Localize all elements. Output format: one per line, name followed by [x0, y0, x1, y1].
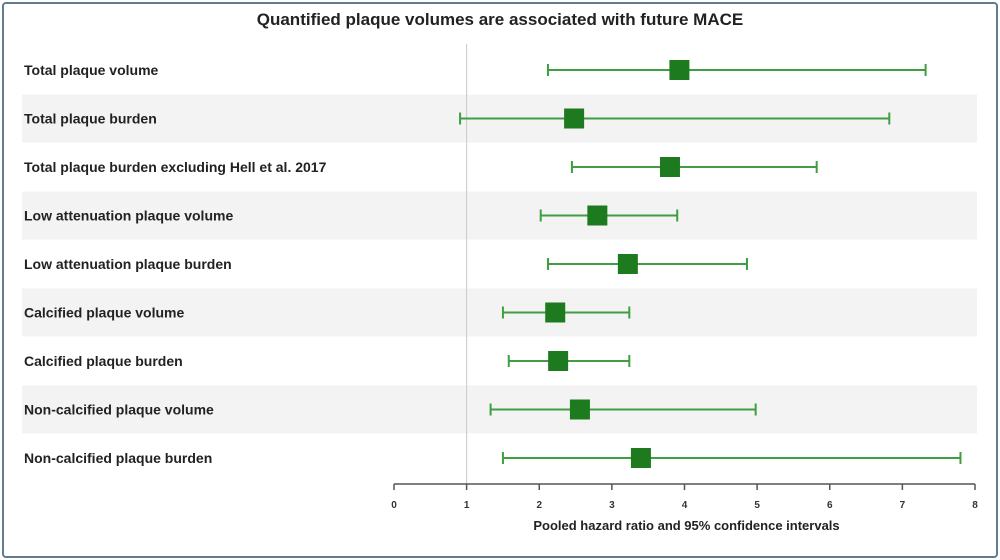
- row-label: Calcified plaque burden: [24, 353, 183, 369]
- row-stripe: [22, 288, 977, 337]
- row-label: Low attenuation plaque volume: [24, 208, 233, 224]
- row-stripe: [22, 191, 977, 240]
- row-label: Calcified plaque volume: [24, 305, 184, 321]
- chart-title: Quantified plaque volumes are associated…: [256, 10, 744, 29]
- hr-marker: [617, 254, 638, 274]
- hr-marker: [564, 108, 585, 129]
- hr-marker: [569, 399, 590, 420]
- hr-marker: [630, 448, 651, 468]
- x-tick-label: 1: [464, 500, 470, 511]
- x-tick-label: 4: [682, 500, 688, 511]
- row-label: Total plaque burden: [24, 111, 157, 127]
- hr-marker: [587, 205, 608, 226]
- x-tick-label: 0: [391, 500, 397, 511]
- row-label: Non-calcified plaque volume: [24, 402, 214, 418]
- row-label: Total plaque volume: [24, 62, 159, 78]
- row-label: Total plaque burden excluding Hell et al…: [24, 159, 327, 175]
- row-label: Non-calcified plaque burden: [24, 450, 212, 466]
- row-label: Low attenuation plaque burden: [24, 256, 232, 272]
- x-tick-label: 2: [536, 500, 542, 511]
- x-tick-label: 6: [827, 500, 833, 511]
- hr-marker: [669, 60, 690, 80]
- x-tick-label: 7: [900, 500, 906, 511]
- x-tick-label: 5: [754, 500, 760, 511]
- x-tick-label: 3: [609, 500, 615, 511]
- hr-marker: [659, 157, 680, 177]
- hr-marker: [548, 351, 569, 371]
- hr-marker: [545, 302, 566, 323]
- x-axis-title: Pooled hazard ratio and 95% confidence i…: [533, 518, 839, 533]
- x-tick-label: 8: [972, 500, 978, 511]
